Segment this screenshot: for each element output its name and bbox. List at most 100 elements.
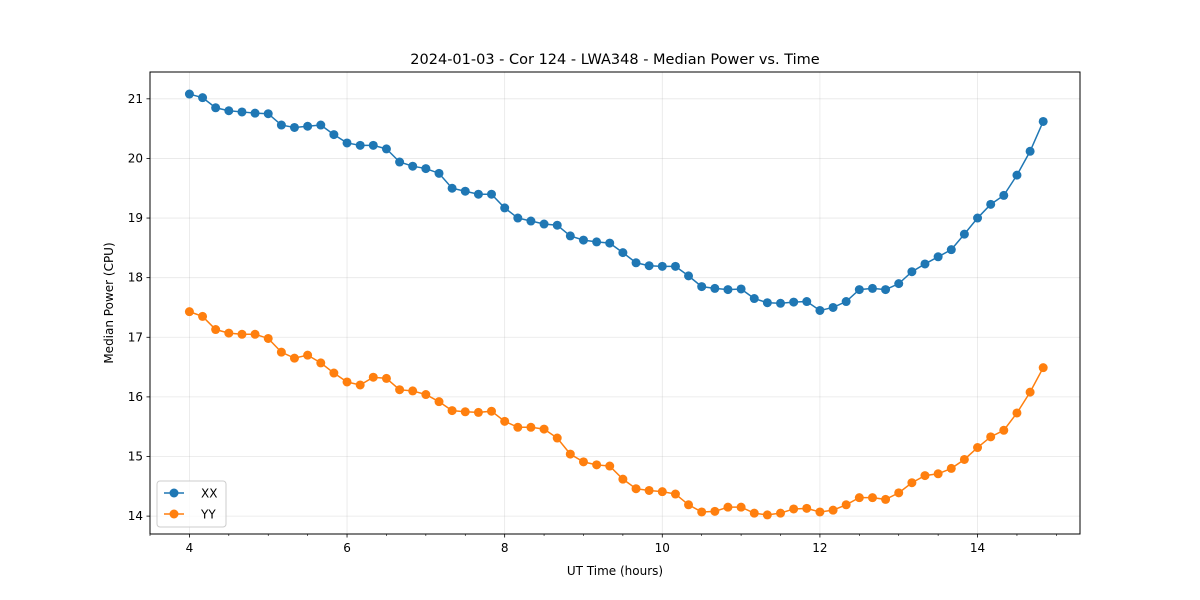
x-axis-label: UT Time (hours)	[567, 564, 663, 578]
data-point-xx	[395, 157, 405, 167]
data-point-xx	[316, 120, 326, 130]
data-point-xx	[565, 231, 575, 241]
data-point-yy	[946, 463, 956, 473]
data-point-xx	[605, 238, 615, 248]
data-point-xx	[539, 219, 549, 229]
data-point-xx	[946, 245, 956, 255]
data-point-yy	[631, 484, 641, 494]
data-point-xx	[237, 107, 247, 117]
data-point-yy	[776, 508, 786, 518]
data-point-xx	[381, 144, 391, 154]
data-point-yy	[894, 488, 904, 498]
x-tick-label: 14	[970, 541, 985, 555]
y-tick-label: 14	[128, 509, 143, 523]
data-point-xx	[329, 130, 339, 140]
data-point-xx	[894, 279, 904, 289]
data-point-yy	[749, 508, 759, 518]
data-point-xx	[999, 190, 1009, 200]
data-point-yy	[460, 407, 470, 417]
data-point-xx	[276, 120, 286, 130]
data-point-yy	[789, 504, 799, 514]
data-point-xx	[355, 140, 365, 150]
data-point-yy	[342, 377, 352, 387]
data-point-yy	[959, 454, 969, 464]
data-point-xx	[421, 164, 431, 174]
data-point-xx	[552, 220, 562, 230]
x-tick-label: 4	[186, 541, 194, 555]
data-point-xx	[211, 103, 221, 113]
data-point-yy	[289, 353, 299, 363]
data-point-xx	[789, 297, 799, 307]
data-point-yy	[224, 328, 234, 338]
data-point-yy	[447, 406, 457, 416]
data-point-xx	[289, 122, 299, 132]
data-point-xx	[802, 297, 812, 307]
data-point-xx	[959, 229, 969, 239]
data-point-xx	[473, 189, 483, 199]
data-point-xx	[854, 285, 864, 295]
data-point-xx	[841, 297, 851, 307]
x-tick-label: 6	[343, 541, 351, 555]
data-point-yy	[250, 329, 260, 339]
data-point-yy	[605, 461, 615, 471]
data-point-yy	[316, 358, 326, 368]
data-point-xx	[408, 161, 418, 171]
data-point-yy	[907, 478, 917, 488]
data-point-xx	[697, 282, 707, 292]
data-point-yy	[565, 449, 575, 459]
data-point-xx	[1038, 116, 1048, 126]
y-tick-label: 18	[128, 271, 143, 285]
data-point-xx	[184, 89, 194, 99]
data-point-yy	[184, 307, 194, 317]
data-point-yy	[828, 505, 838, 515]
legend-label-xx: XX	[201, 487, 217, 501]
data-point-yy	[762, 510, 772, 520]
grid	[150, 72, 1080, 534]
data-point-yy	[198, 311, 208, 321]
data-point-xx	[250, 108, 260, 118]
data-point-yy	[578, 457, 588, 467]
y-tick-label: 16	[128, 390, 143, 404]
data-point-yy	[644, 485, 654, 495]
data-point-yy	[973, 443, 983, 453]
data-point-yy	[500, 416, 510, 426]
data-point-xx	[933, 252, 943, 262]
data-point-xx	[881, 285, 891, 295]
data-point-xx	[907, 267, 917, 277]
data-point-xx	[500, 203, 510, 213]
data-point-xx	[526, 216, 536, 226]
data-point-xx	[1012, 170, 1022, 180]
data-point-xx	[592, 237, 602, 247]
data-point-yy	[263, 333, 273, 343]
legend-label-yy: YY	[200, 508, 216, 522]
data-point-yy	[723, 502, 733, 512]
data-point-yy	[999, 425, 1009, 435]
data-point-xx	[828, 302, 838, 312]
data-point-yy	[421, 390, 431, 400]
data-point-xx	[986, 199, 996, 209]
data-point-yy	[395, 385, 405, 395]
data-point-yy	[434, 397, 444, 407]
data-point-yy	[211, 325, 221, 335]
data-point-xx	[513, 213, 523, 223]
data-point-yy	[539, 424, 549, 434]
y-tick-label: 17	[128, 330, 143, 344]
data-point-yy	[815, 507, 825, 517]
data-point-yy	[526, 422, 536, 432]
data-point-xx	[486, 189, 496, 199]
x-tick-label: 12	[812, 541, 827, 555]
data-point-xx	[1025, 146, 1035, 156]
data-point-xx	[736, 284, 746, 294]
data-point-yy	[368, 372, 378, 382]
data-point-yy	[329, 368, 339, 378]
y-tick-label: 21	[128, 92, 143, 106]
data-point-xx	[776, 298, 786, 308]
legend-marker-yy	[169, 509, 179, 519]
chart-title: 2024-01-03 - Cor 124 - LWA348 - Median P…	[410, 52, 819, 68]
data-point-xx	[631, 258, 641, 268]
data-point-xx	[723, 285, 733, 295]
data-point-xx	[447, 183, 457, 193]
data-point-xx	[867, 283, 877, 293]
data-point-yy	[1025, 387, 1035, 397]
data-point-xx	[762, 298, 772, 308]
